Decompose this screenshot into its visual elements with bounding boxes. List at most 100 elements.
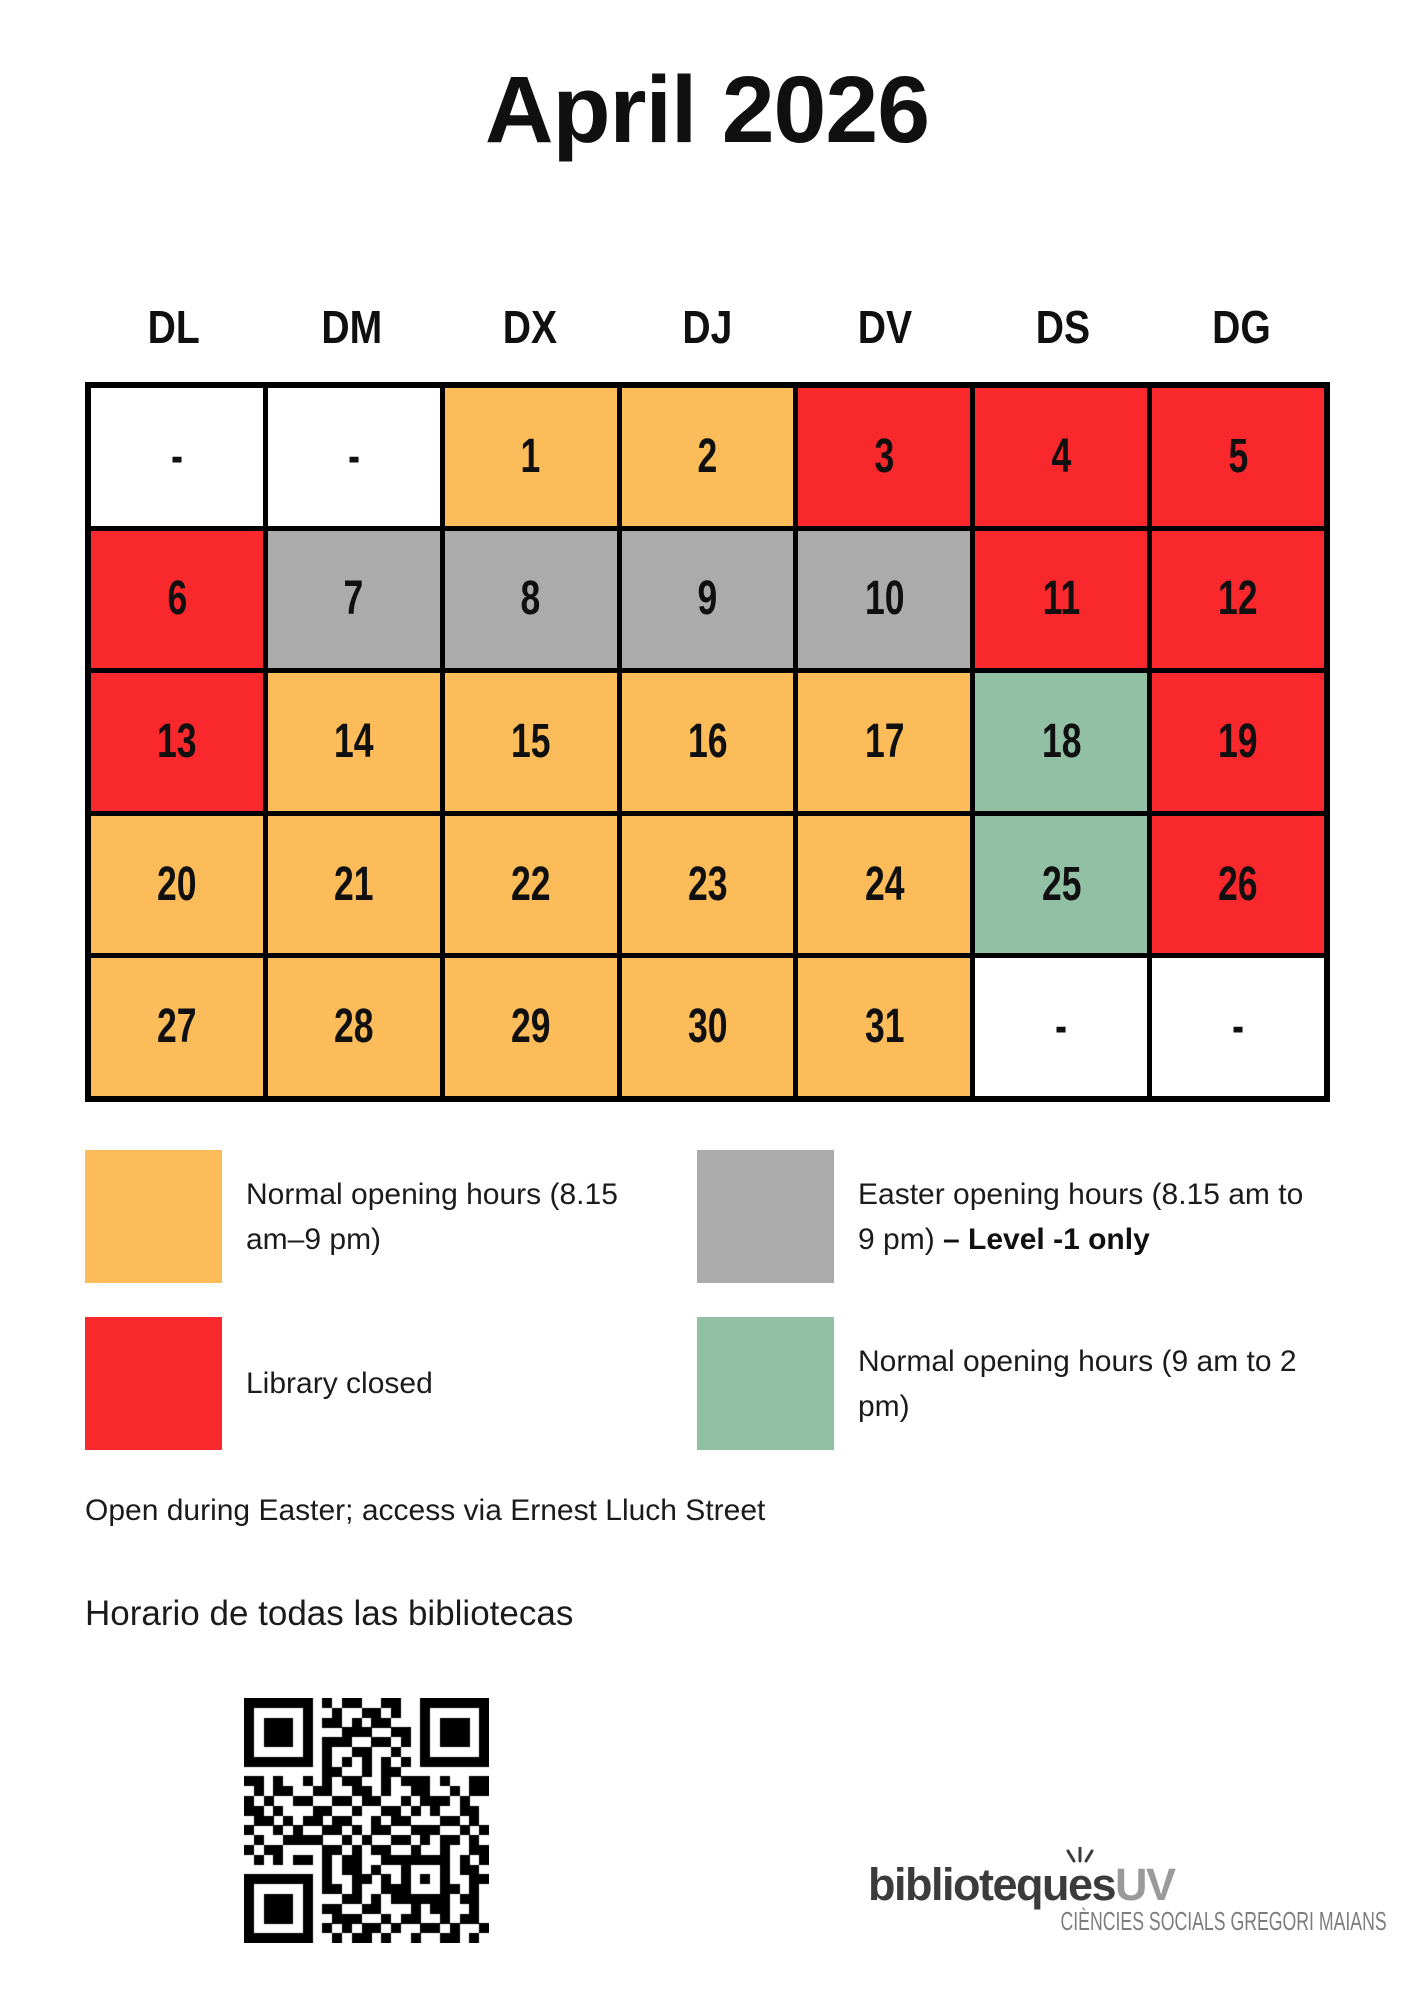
day-number: 24 [864,857,905,911]
legend-label-text: Easter opening hours (8.15 am to 9 pm) [858,1177,1304,1256]
day-number: 29 [510,1000,551,1054]
calendar-day-25: 25 [975,815,1148,954]
easter-access-note: Open during Easter; access via Ernest Ll… [85,1494,766,1527]
legend: Normal opening hours (8.15 am–9 pm) East… [85,1150,1378,1450]
day-number: - [170,429,183,483]
calendar-day-10: 10 [798,530,971,669]
legend-label-library-closed: Library closed [246,1361,433,1406]
calendar-day-27: 27 [91,958,263,1096]
logo-brand-uv: UV [1115,1859,1176,1910]
day-number: 21 [334,857,374,911]
calendar-cell-empty: - [91,388,263,526]
calendar-day-4: 4 [975,388,1148,526]
legend-item-library-closed: Library closed [85,1317,697,1450]
legend-label-text: Normal opening hours (9 am to 2 pm) [858,1344,1297,1423]
calendar-day-15: 15 [444,673,617,811]
day-number: - [347,429,360,483]
day-of-week-header-row: DL DM DX DJ DV DS DG [85,304,1330,350]
calendar-day-18: 18 [975,673,1148,811]
day-number: 7 [343,572,364,626]
calendar-day-11: 11 [975,530,1148,669]
day-header-dm: DM [321,301,383,353]
day-number: 17 [864,714,905,768]
calendar-day-31: 31 [798,958,971,1096]
day-number: 25 [1041,857,1081,911]
day-header-dj: DJ [682,301,733,353]
day-number: 10 [864,572,905,626]
calendar-day-20: 20 [91,815,263,954]
legend-swatch-easter-hours [697,1150,834,1283]
day-number: 22 [510,857,551,911]
calendar-cell-empty: - [1152,958,1324,1096]
day-header-ds: DS [1036,301,1091,353]
legend-swatch-normal-hours [85,1150,222,1283]
page-title: April 2026 [484,57,930,163]
legend-item-normal-hours: Normal opening hours (8.15 am–9 pm) [85,1150,697,1283]
calendar-day-5: 5 [1152,388,1324,526]
day-number: 16 [687,714,728,768]
legend-label-bold-text: – Level -1 only [943,1222,1150,1256]
qr-code [244,1698,489,1943]
calendar-day-6: 6 [91,530,263,669]
calendar-grid: - -1 2 3 4 5 6 7 8 9 10 11 12 13 14 15 16 17 18 19 20 21 22 23 2… [85,382,1330,1102]
day-number: 12 [1218,572,1258,626]
day-number: 18 [1041,714,1081,768]
day-number: 1 [520,429,541,483]
day-number: 30 [687,1000,728,1054]
day-header-dl: DL [147,301,200,353]
day-number: 19 [1218,714,1258,768]
day-number: 3 [874,429,895,483]
calendar-day-30: 30 [621,958,794,1096]
day-number: 26 [1218,857,1258,911]
calendar-day-13: 13 [91,673,263,811]
logo-accent-letter: e [1067,1859,1093,1910]
calendar-cell-empty: - [267,388,440,526]
calendar-day-7: 7 [267,530,440,669]
day-number: 13 [157,714,197,768]
legend-label-text: Library closed [246,1367,433,1400]
legend-swatch-reduced-hours [697,1317,834,1450]
logo-brand-suffix: s [1091,1859,1117,1910]
calendar-day-8: 8 [444,530,617,669]
calendar-day-19: 19 [1152,673,1324,811]
calendar-day-22: 22 [444,815,617,954]
day-number: 23 [687,857,728,911]
sparkle-rays-icon [1066,1847,1094,1863]
day-number: 14 [334,714,374,768]
legend-label-normal-hours: Normal opening hours (8.15 am–9 pm) [246,1172,651,1262]
day-number: 27 [157,1000,197,1054]
library-name-subtitle: CIÈNCIES SOCIALS GREGORI MAIANS [1060,1906,1387,1936]
day-number: - [1232,1000,1244,1054]
calendar-day-26: 26 [1152,815,1324,954]
calendar-day-12: 12 [1152,530,1324,669]
calendar-day-17: 17 [798,673,971,811]
day-number: 28 [334,1000,374,1054]
all-libraries-heading: Horario de todas las bibliotecas [85,1594,574,1633]
day-number: 15 [510,714,551,768]
day-number: 2 [697,429,718,483]
day-number: 6 [167,572,187,626]
calendar-day-9: 9 [621,530,794,669]
calendar-day-21: 21 [267,815,440,954]
day-header-dv: DV [858,301,913,353]
calendar-day-3: 3 [798,388,971,526]
calendar-day-16: 16 [621,673,794,811]
day-number: 4 [1051,429,1072,483]
calendar-day-1: 1 [444,388,617,526]
calendar-day-23: 23 [621,815,794,954]
calendar-cell-empty: - [975,958,1148,1096]
biblioteques-uv-logo: bibliotequ esUV [868,1847,1176,1910]
legend-item-reduced-hours: Normal opening hours (9 am to 2 pm) [697,1317,1378,1450]
day-number: - [1055,1000,1068,1054]
calendar-day-29: 29 [444,958,617,1096]
day-header-dx: DX [502,301,557,353]
calendar-day-14: 14 [267,673,440,811]
legend-swatch-library-closed [85,1317,222,1450]
day-number: 20 [157,857,197,911]
day-header-dg: DG [1211,301,1271,353]
calendar-day-24: 24 [798,815,971,954]
calendar-day-2: 2 [621,388,794,526]
day-number: 8 [520,572,541,626]
calendar-day-28: 28 [267,958,440,1096]
